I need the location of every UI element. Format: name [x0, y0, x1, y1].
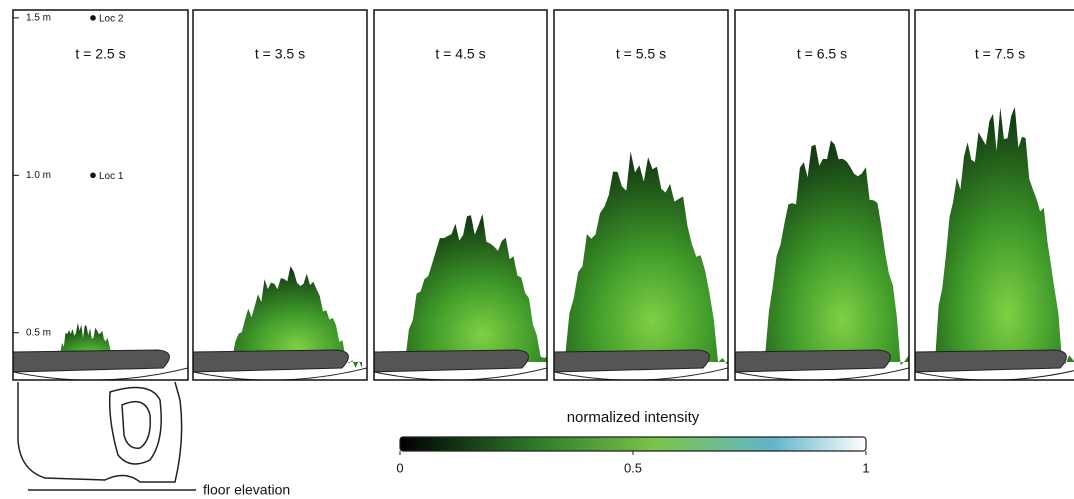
panel-label: t = 3.5 s	[255, 46, 305, 62]
colorbar	[399, 436, 867, 452]
panel-label: t = 5.5 s	[616, 46, 666, 62]
panel-frame	[12, 9, 189, 381]
bowl-rim	[374, 367, 547, 380]
panel	[915, 106, 1074, 380]
panel	[193, 266, 367, 380]
panel-frame	[914, 9, 1074, 381]
panel	[735, 140, 909, 380]
bowl-rim	[13, 367, 188, 380]
colorbar-tick-label: 0.5	[624, 460, 642, 475]
plume	[565, 151, 728, 365]
panel-frame	[553, 9, 729, 381]
colorbar-tick-label: 0	[396, 460, 403, 475]
height-tick-label: 1.5 m	[26, 13, 51, 24]
panel-label: t = 4.5 s	[435, 46, 485, 62]
bowl-rim	[915, 370, 1074, 380]
location-label: Loc 1	[99, 171, 124, 182]
toilet-bowl	[193, 349, 349, 373]
plume	[935, 106, 1074, 365]
panel-label: t = 7.5 s	[975, 46, 1025, 62]
location-point	[90, 15, 96, 21]
plume	[405, 213, 547, 362]
toilet-bowl	[915, 349, 1067, 373]
panel-label: t = 6.5 s	[797, 46, 847, 62]
toilet-bowl	[554, 349, 710, 373]
panel-frame	[734, 9, 910, 381]
panel-frame	[373, 9, 548, 381]
toilet-bowl	[735, 349, 891, 373]
bowl-rim	[735, 367, 909, 380]
panels: t = 2.5 s t = 3.5 s t = 4.5 s t = 5.5 s t = …	[12, 9, 1074, 381]
panel	[13, 322, 188, 380]
colorbar-tick-label: 1	[862, 460, 869, 475]
height-tick-label: 0.5 m	[26, 327, 51, 338]
height-tick-label: 1.0 m	[26, 170, 51, 181]
plume	[232, 266, 362, 368]
toilet-bowl	[13, 349, 170, 373]
location-label: Loc 2	[99, 14, 124, 25]
panel	[374, 213, 547, 380]
toilet-bowl	[374, 349, 529, 373]
panel-frame	[192, 9, 368, 381]
plume	[765, 140, 909, 366]
bowl-rim	[554, 367, 728, 380]
location-point	[90, 172, 96, 179]
panel-label: t = 2.5 s	[75, 46, 125, 62]
toilet-drawing	[17, 381, 196, 491]
colorbar-title: normalized intensity	[567, 409, 700, 426]
panel	[554, 151, 728, 380]
bowl-rim	[193, 367, 367, 380]
floor-label: floor elevation	[203, 482, 290, 498]
